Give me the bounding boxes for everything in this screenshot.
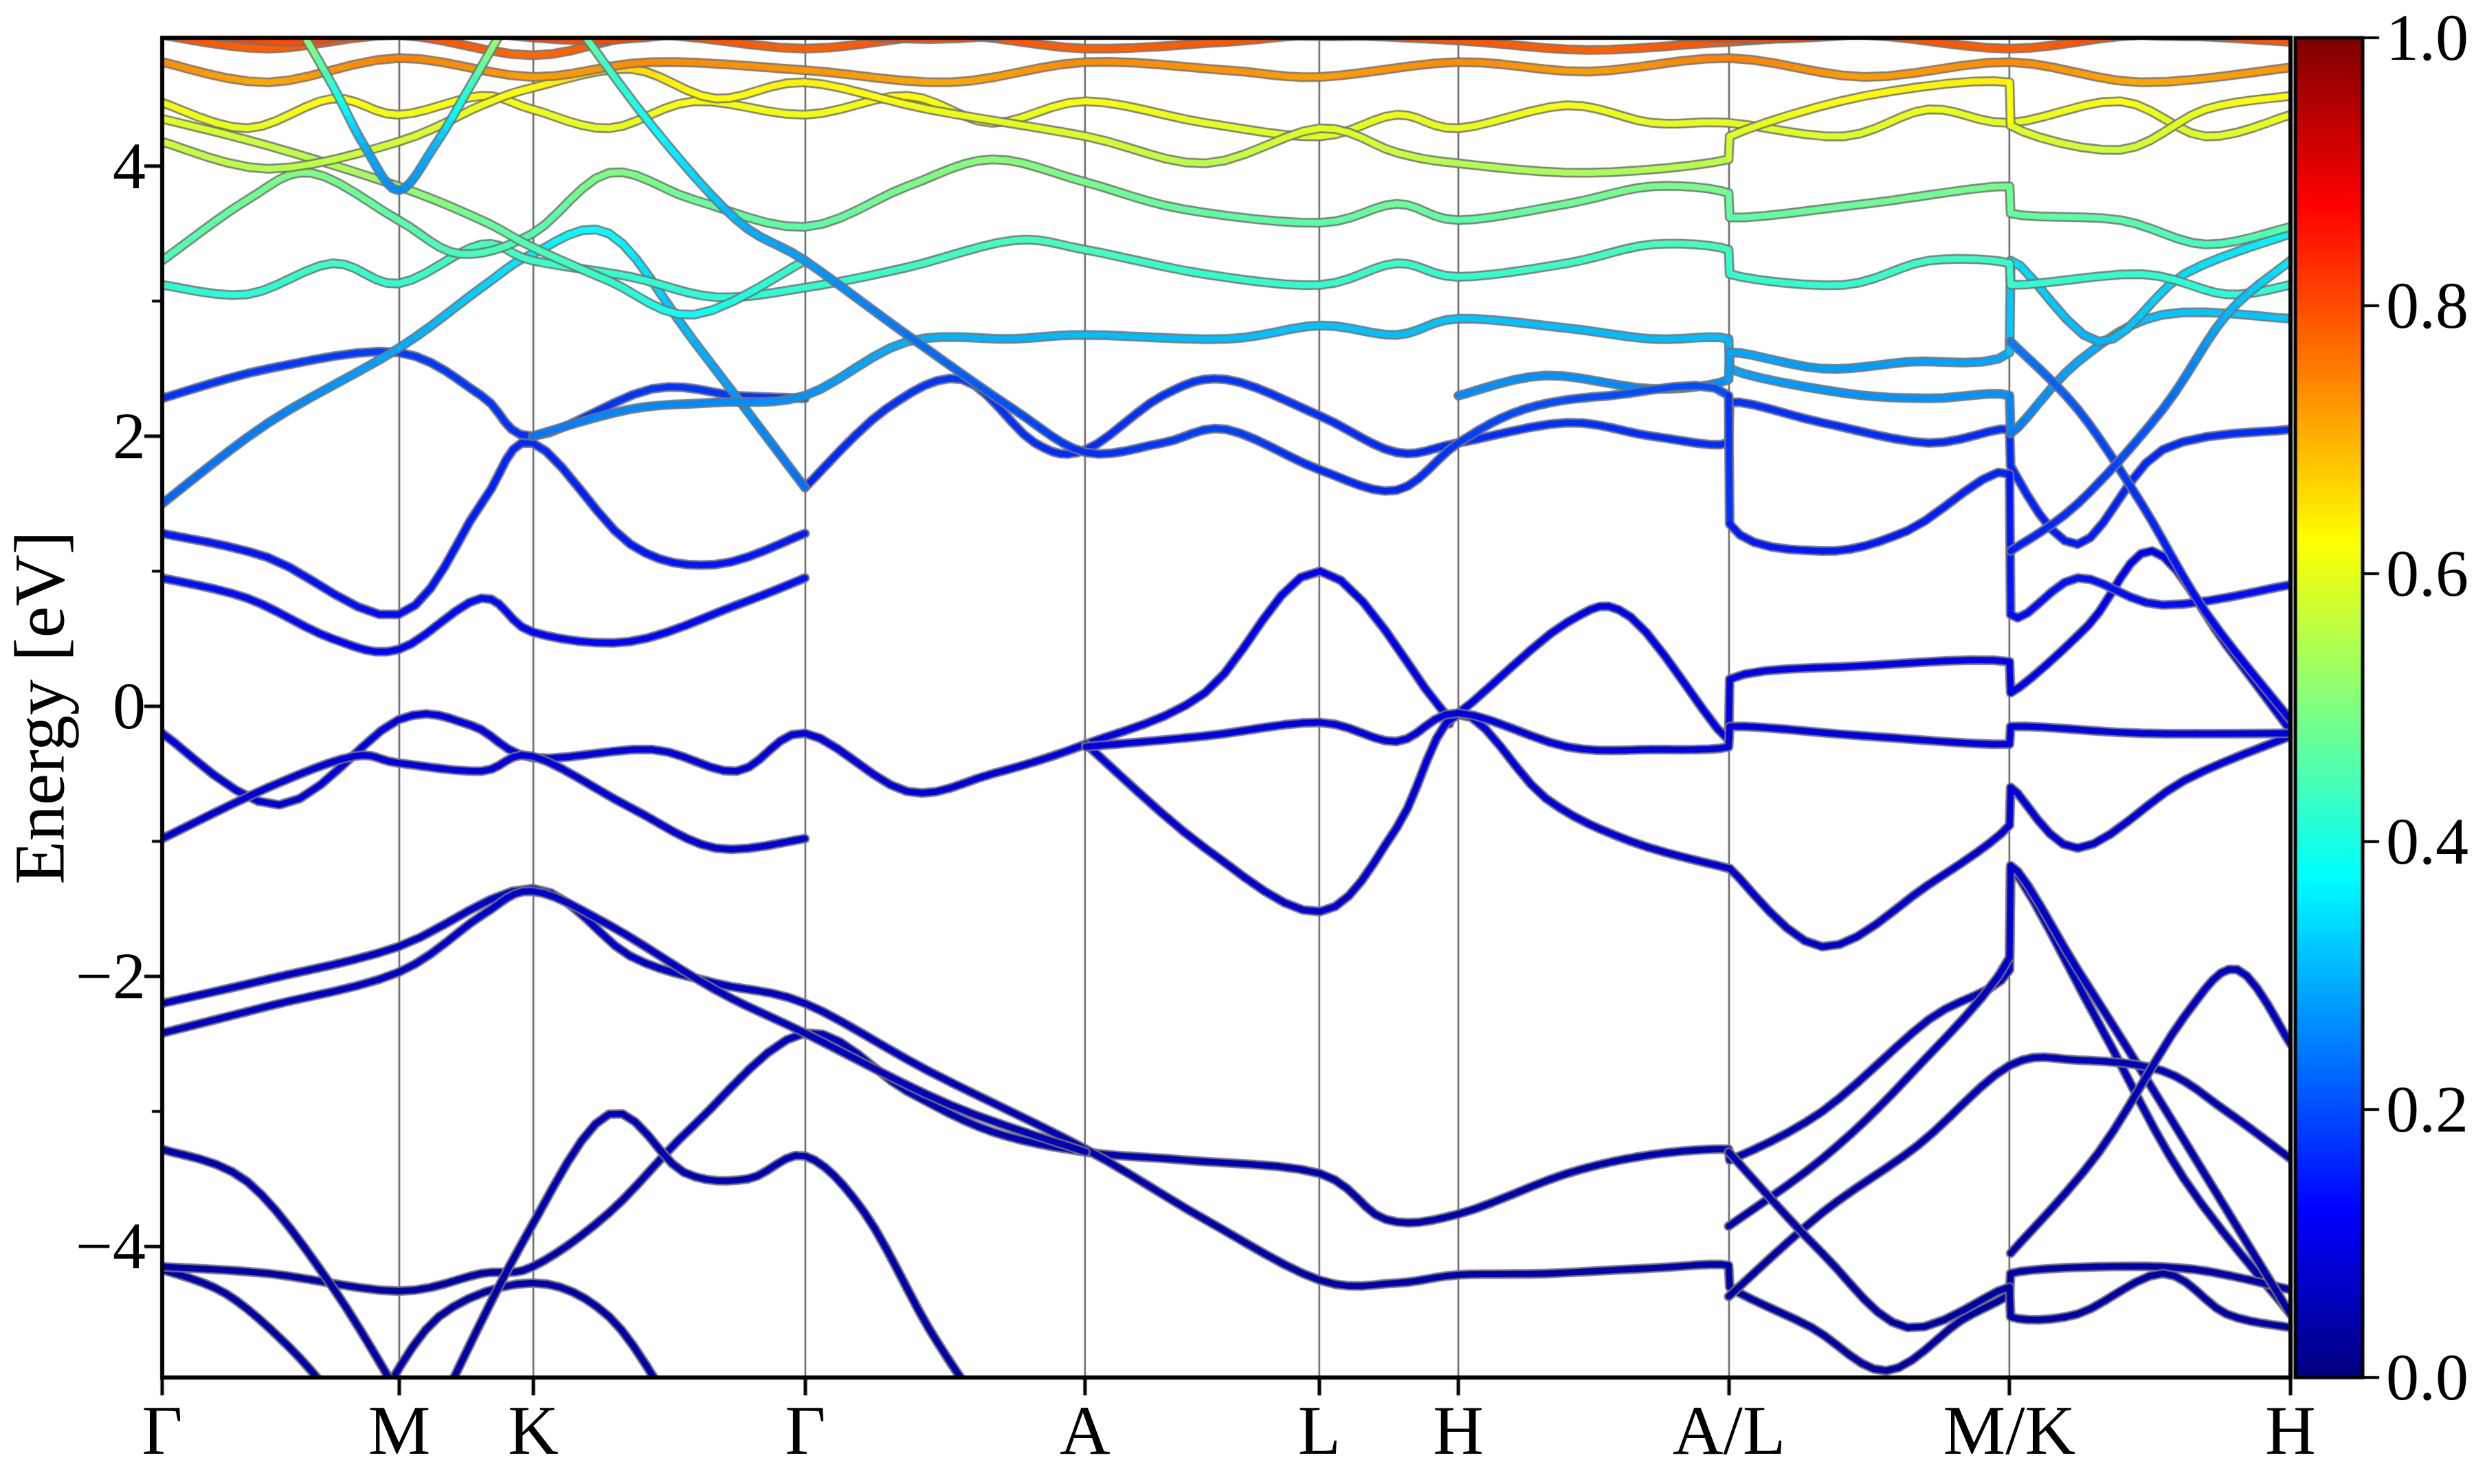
x-tick-label-A/L: A/L — [1672, 1392, 1786, 1470]
colorbar-tick-label-0.0: 0.0 — [2386, 1340, 2469, 1414]
colorbar-tick-label-0.4: 0.4 — [2386, 805, 2469, 878]
colorbar-tick-label-0.8: 0.8 — [2386, 269, 2469, 342]
x-tick-label-H: H — [1433, 1392, 1484, 1470]
x-tick-label-K: K — [508, 1392, 559, 1470]
x-tick-label-M/K: M/K — [1943, 1392, 2076, 1470]
y-tick-label-−4: −4 — [75, 1209, 146, 1283]
y-tick-label-0: 0 — [113, 669, 146, 743]
x-tick-label-M: M — [368, 1392, 431, 1470]
colorbar-tick-label-0.2: 0.2 — [2386, 1072, 2469, 1146]
x-tick-label-Γ: Γ — [142, 1392, 183, 1470]
x-tick-label-H: H — [2265, 1392, 2316, 1470]
x-tick-label-Γ: Γ — [785, 1392, 826, 1470]
x-tick-label-A: A — [1060, 1392, 1111, 1470]
x-tick-label-L: L — [1297, 1392, 1341, 1470]
colorbar-tick-label-1.0: 1.0 — [2386, 1, 2469, 74]
y-tick-label-2: 2 — [113, 398, 146, 473]
colorbar-tick-label-0.6: 0.6 — [2386, 537, 2469, 610]
y-tick-label-−2: −2 — [75, 939, 146, 1013]
y-tick-label-4: 4 — [113, 128, 146, 203]
